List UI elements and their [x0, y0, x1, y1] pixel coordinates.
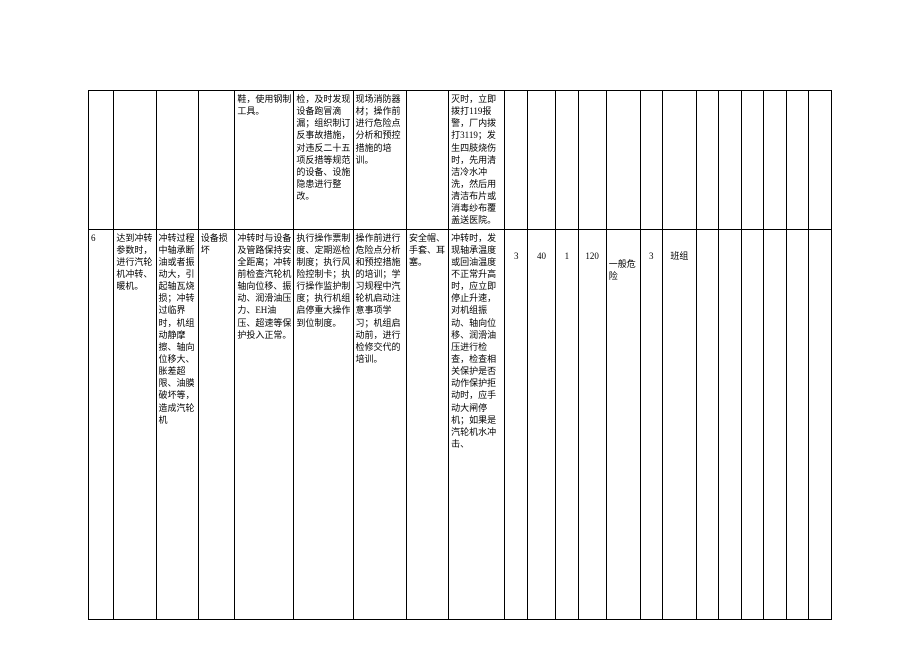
cell — [578, 91, 606, 230]
cell — [741, 229, 764, 619]
cell — [696, 229, 719, 619]
cell-emergency: 冲转时，发现轴承温度或回油温度不正常升高时，应立即停止升速，对机组振动、轴向位移… — [449, 229, 505, 619]
cell: 鞋，使用钢制工具。 — [235, 91, 294, 230]
cell — [640, 91, 663, 230]
cell-l: 3 — [505, 229, 528, 619]
cell — [89, 91, 114, 230]
cell: 检，及时发现设备跑冒滴漏；组织制订反事故措施，对违反二十五项反措等规范的设备、设… — [294, 91, 353, 230]
cell-risk: 一般危险 — [606, 229, 640, 619]
cell — [719, 229, 742, 619]
cell-level: 3 — [640, 229, 663, 619]
risk-table: 鞋，使用钢制工具。 检，及时发现设备跑冒滴漏；组织制订反事故措施，对违反二十五项… — [88, 90, 832, 620]
cell — [719, 91, 742, 230]
cell-number: 6 — [89, 229, 114, 619]
cell — [809, 91, 832, 230]
cell-task: 达到冲转参数时，进行汽轮机冲转、暖机。 — [114, 229, 156, 619]
cell — [786, 91, 809, 230]
cell: 灭时，立即拨打119报警，厂内拨打3119；发生四肢烧伤时，先用清洁冷水冲洗，然… — [449, 91, 505, 230]
cell — [114, 91, 156, 230]
cell — [696, 91, 719, 230]
cell — [527, 91, 555, 230]
cell — [786, 229, 809, 619]
cell-training: 操作前进行危险点分析和预控措施的培训；学习规程中汽轮机启动注意事项学习；机组启动… — [353, 229, 406, 619]
cell — [764, 91, 787, 230]
cell-c: 1 — [556, 229, 579, 619]
cell-unit: 班组 — [663, 229, 697, 619]
table-row: 6 达到冲转参数时，进行汽轮机冲转、暖机。 冲转过程中轴承断油或者振动大，引起轴… — [89, 229, 832, 619]
cell-ppe: 安全帽、手套、耳塞。 — [406, 229, 448, 619]
cell — [663, 91, 697, 230]
cell — [741, 91, 764, 230]
document-page: 鞋，使用钢制工具。 检，及时发现设备跑冒滴漏；组织制订反事故措施，对违反二十五项… — [0, 0, 920, 640]
cell — [606, 91, 640, 230]
cell-hazard: 冲转过程中轴承断油或者振动大，引起轴瓦烧损；冲转过临界时，机组动静摩擦、轴向位移… — [156, 229, 198, 619]
cell — [505, 91, 528, 230]
cell — [764, 229, 787, 619]
cell-management: 执行操作票制度、定期巡检制度；执行风险控制卡；执行操作监护制度；执行机组启停重大… — [294, 229, 353, 619]
cell — [406, 91, 448, 230]
cell — [556, 91, 579, 230]
cell-engineering: 冲转时与设备及管路保持安全距离；冲转前检查汽轮机轴向位移、振动、润滑油压力、EH… — [235, 229, 294, 619]
cell — [198, 91, 235, 230]
table-row: 鞋，使用钢制工具。 检，及时发现设备跑冒滴漏；组织制订反事故措施，对违反二十五项… — [89, 91, 832, 230]
cell: 现场消防器材；操作前进行危险点分析和预控措施的培训。 — [353, 91, 406, 230]
cell — [809, 229, 832, 619]
cell-d: 120 — [578, 229, 606, 619]
cell-type: 设备损坏 — [198, 229, 235, 619]
cell — [156, 91, 198, 230]
cell-e: 40 — [527, 229, 555, 619]
